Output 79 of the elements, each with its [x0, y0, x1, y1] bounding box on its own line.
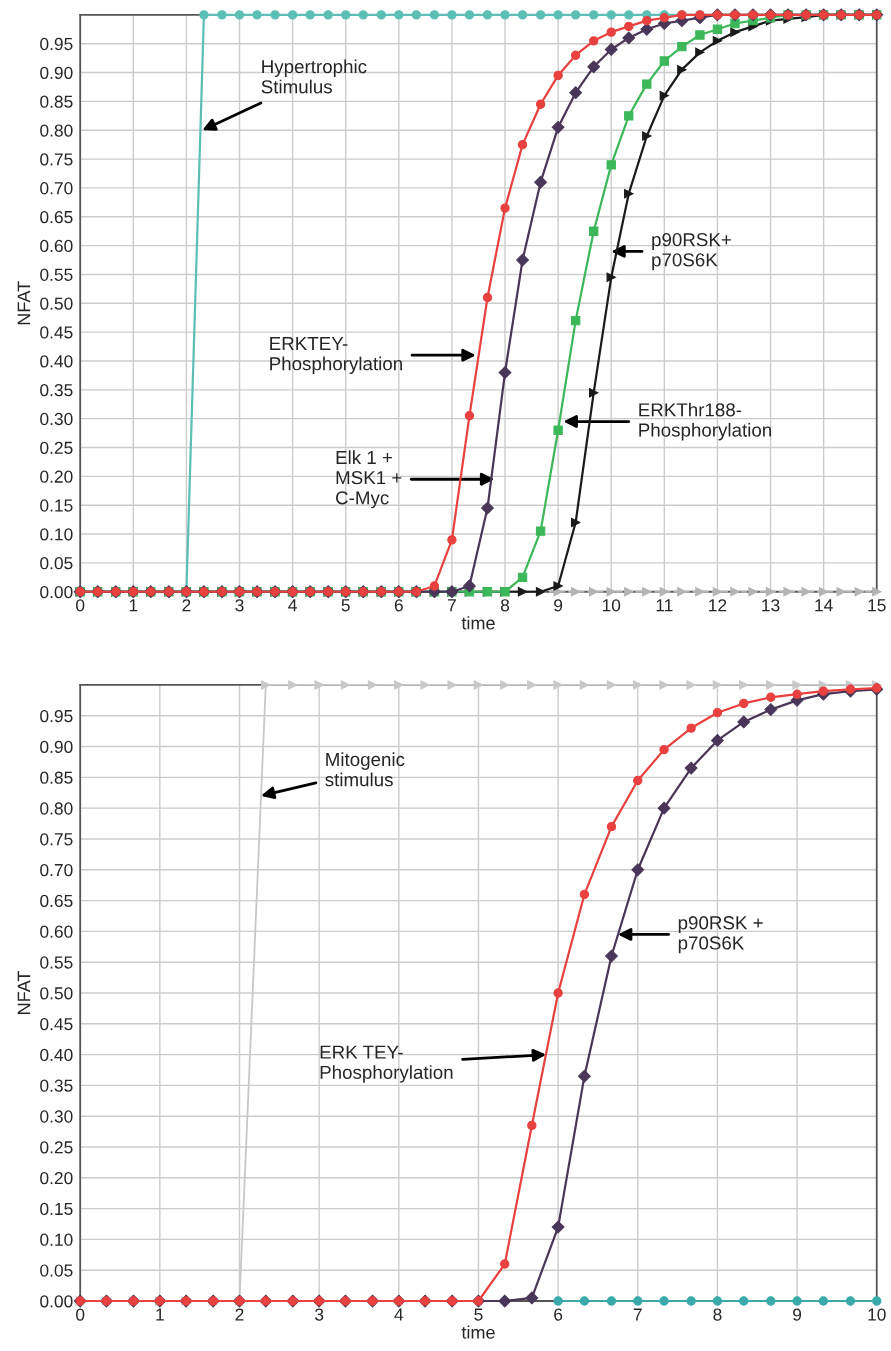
- y-tick-label: 0.55: [40, 956, 73, 969]
- x-tick-label: 5: [474, 1308, 483, 1321]
- y-tick-label: 0.70: [40, 863, 73, 877]
- y-tick-label: 0.35: [40, 1079, 73, 1092]
- y-tick-label: 0.30: [40, 1110, 73, 1123]
- y-tick-label: 0.35: [40, 384, 73, 397]
- x-tick-label: 5: [341, 599, 350, 612]
- annotation: p90RSK + p70S6K: [678, 916, 763, 954]
- x-tick-label: 8: [500, 599, 510, 612]
- x-tick-label: 15: [868, 599, 886, 612]
- annotation: Mitogenic stimulus: [325, 752, 405, 787]
- y-tick-label: 0.50: [40, 297, 73, 310]
- y-tick-label: 0.90: [40, 740, 73, 754]
- y-tick-label: 0.95: [40, 37, 73, 51]
- y-tick-label: 0.05: [40, 1264, 73, 1277]
- y-tick-label: 0.80: [40, 124, 73, 137]
- x-tick-label: 2: [182, 599, 191, 612]
- y-tick-label: 0.65: [40, 210, 73, 224]
- x-tick-label: 10: [602, 599, 621, 612]
- y-tick-label: 0.85: [40, 95, 73, 108]
- y-tick-label: 0.90: [40, 66, 73, 80]
- x-tick-label: 13: [762, 599, 780, 612]
- annotation: ERK TEY- Phosphorylation: [320, 1045, 453, 1083]
- y-tick-label: 0.00: [40, 1295, 73, 1308]
- y-tick-label: 0.40: [40, 1048, 73, 1062]
- y-tick-label: 0.15: [40, 1202, 73, 1216]
- annotation: p90RSK+ p70S6K: [652, 233, 731, 271]
- x-tick-label: 12: [709, 599, 727, 612]
- y-tick-label: 0.60: [40, 239, 73, 253]
- y-tick-label: 0.55: [40, 268, 73, 281]
- y-axis-title: NFAT: [17, 281, 31, 325]
- x-axis-title: time: [461, 616, 495, 630]
- annotation: Hypertrophic Stimulus: [261, 59, 367, 94]
- y-tick-label: 0.80: [40, 802, 73, 815]
- x-tick-label: 9: [793, 1308, 802, 1321]
- x-tick-label: 7: [633, 1308, 642, 1321]
- x-tick-label: 3: [235, 599, 244, 612]
- y-tick-label: 0.10: [40, 1233, 73, 1246]
- y-axis-title: NFAT: [17, 970, 31, 1014]
- y-tick-label: 0.05: [40, 557, 73, 570]
- y-tick-label: 0.65: [40, 894, 73, 908]
- x-tick-label: 7: [447, 599, 456, 612]
- y-tick-label: 0.45: [40, 1017, 73, 1031]
- x-tick-label: 4: [394, 1308, 404, 1321]
- annotation: Elk 1 + MSK1 + C-Myc: [336, 450, 402, 509]
- y-tick-label: 0.00: [40, 585, 73, 599]
- y-tick-label: 0.40: [40, 355, 73, 368]
- y-tick-label: 0.75: [40, 833, 73, 846]
- x-tick-label: 3: [314, 1308, 324, 1321]
- x-tick-label: 2: [235, 1308, 244, 1321]
- y-tick-label: 0.45: [40, 326, 73, 339]
- y-tick-label: 0.20: [40, 1171, 73, 1185]
- y-tick-label: 0.70: [40, 182, 73, 195]
- y-tick-label: 0.50: [40, 987, 73, 1000]
- x-tick-label: 10: [868, 1308, 886, 1321]
- y-tick-label: 0.75: [40, 153, 73, 166]
- x-tick-label: 8: [713, 1308, 722, 1321]
- y-tick-label: 0.85: [40, 771, 73, 784]
- y-tick-label: 0.20: [40, 470, 73, 483]
- x-tick-label: 4: [288, 599, 297, 612]
- x-tick-label: 0: [76, 599, 85, 612]
- x-axis-title: time: [461, 1325, 495, 1339]
- y-tick-label: 0.60: [40, 925, 73, 938]
- y-tick-label: 0.15: [40, 499, 73, 512]
- x-tick-label: 1: [156, 1308, 164, 1321]
- x-tick-label: 1: [129, 599, 138, 612]
- x-tick-label: 14: [815, 599, 833, 612]
- x-tick-label: 11: [656, 599, 673, 612]
- x-tick-label: 6: [394, 599, 403, 612]
- y-tick-label: 0.30: [40, 412, 73, 426]
- annotation: ERKThr188- Phosphorylation: [639, 402, 772, 441]
- y-tick-label: 0.25: [40, 1141, 73, 1154]
- x-tick-label: 0: [76, 1308, 85, 1321]
- x-tick-label: 6: [554, 1308, 563, 1321]
- y-tick-label: 0.10: [40, 528, 73, 541]
- y-tick-label: 0.95: [40, 709, 73, 723]
- y-tick-label: 0.25: [40, 441, 73, 454]
- x-tick-label: 9: [554, 599, 563, 612]
- annotation: ERKTEY- Phosphorylation: [270, 337, 402, 375]
